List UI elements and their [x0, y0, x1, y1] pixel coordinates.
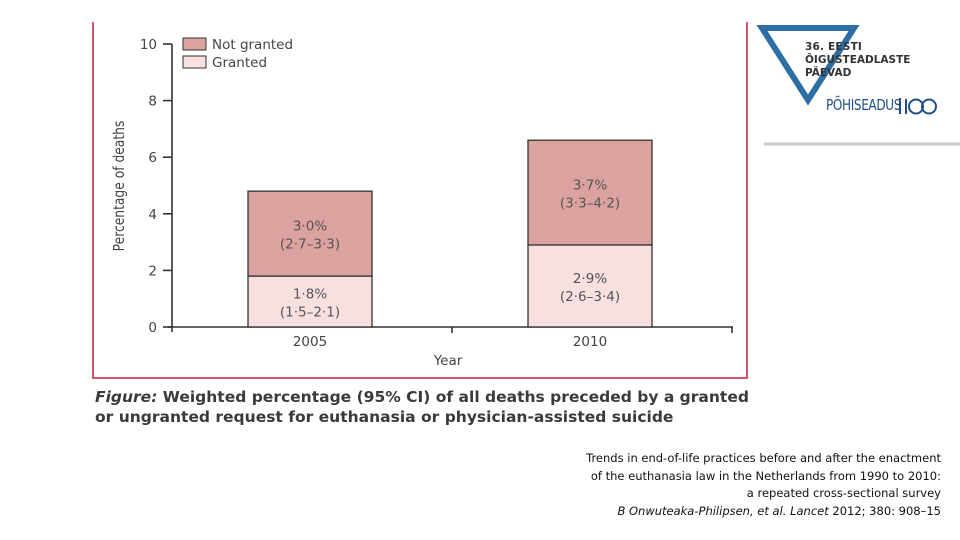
y-tick-label: 2: [148, 263, 157, 279]
citation-ref: 2012; 380: 908–15: [828, 503, 941, 518]
y-tick-label: 10: [140, 37, 157, 53]
citation: Trends in end-of-life practices before a…: [421, 450, 941, 520]
y-tick-label: 0: [148, 320, 157, 336]
logo-brand: PÕHISEADUS: [826, 96, 901, 114]
x-axis-label: Year: [433, 353, 463, 369]
citation-line-1: Trends in end-of-life practices before a…: [586, 451, 941, 465]
conference-logo: [756, 25, 960, 146]
bar-ci-label: (2·6–3·4): [560, 289, 620, 305]
citation-line-3: a repeated cross-sectional survey: [746, 486, 941, 500]
figure-caption: Figure: Weighted percentage (95% CI) of …: [95, 387, 755, 427]
bar-not-granted-2010: [527, 139, 653, 246]
bar-value-label: 1·8%: [293, 287, 327, 303]
bar-not-granted-2005: [247, 190, 373, 277]
citation-authors: B Onwuteaka-Philipsen, et al. Lancet: [617, 503, 829, 518]
x-tick-label: 2010: [573, 334, 607, 350]
citation-line-2: of the euthanasia law in the Netherlands…: [590, 468, 941, 483]
figure-frame: [92, 22, 748, 379]
bar-value-label: 3·0%: [293, 219, 327, 235]
logo-triangle: [756, 25, 860, 106]
y-tick-label: 6: [148, 150, 157, 166]
legend-label-granted: Granted: [212, 55, 267, 71]
citation-reference: B Onwuteaka-Philipsen, et al. Lancet 201…: [421, 503, 941, 521]
caption-text: Weighted percentage (95% CI) of all deat…: [95, 388, 749, 426]
y-tick-label: 4: [148, 207, 157, 223]
legend-swatch-not-granted: [182, 37, 207, 51]
bar-ci-label: (1·5–2·1): [280, 305, 340, 321]
legend-swatch-granted: [182, 55, 207, 69]
caption-label: Figure:: [95, 388, 158, 406]
bar-value-label: 2·9%: [573, 271, 607, 287]
logo-100-mark: [905, 98, 937, 115]
bar-ci-label: (3·3–4·2): [560, 196, 620, 212]
x-tick-label: 2005: [293, 334, 327, 350]
bar-value-label: 3·7%: [573, 178, 607, 194]
bar-granted-2010: [527, 244, 653, 328]
logo-line-2: ÕIGUSTEADLASTE: [805, 54, 911, 66]
y-tick-label: 8: [148, 94, 157, 110]
y-axis-label: Percentage of deaths: [111, 121, 128, 252]
legend-label-not-granted: Not granted: [212, 37, 293, 53]
bar-ci-label: (2·7–3·3): [280, 237, 340, 253]
logo-line-3: PÄEVAD: [805, 67, 852, 79]
stacked-bar-chart: 0 2 4 6 8 10 1·8% (1·5–2·1) 3·0% (2·7–3·3) 2·9% (2…: [111, 37, 733, 369]
bar-granted-2005: [247, 275, 373, 328]
logo-line-1: 36. EESTI: [805, 41, 863, 53]
